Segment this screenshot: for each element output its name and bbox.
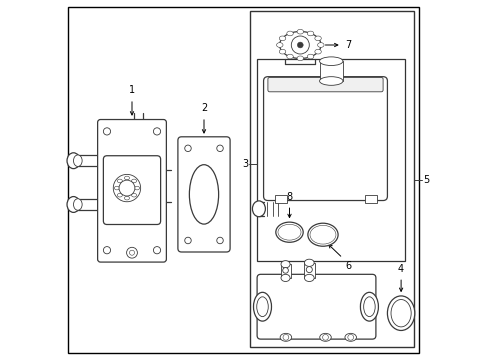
FancyBboxPatch shape <box>98 120 166 262</box>
Ellipse shape <box>73 155 82 166</box>
Text: 8: 8 <box>286 192 292 202</box>
Ellipse shape <box>286 54 293 59</box>
Ellipse shape <box>304 259 313 266</box>
Ellipse shape <box>134 186 139 190</box>
Ellipse shape <box>277 224 301 240</box>
Ellipse shape <box>319 77 342 85</box>
Circle shape <box>153 128 160 135</box>
FancyBboxPatch shape <box>103 156 160 225</box>
Ellipse shape <box>279 36 285 41</box>
Ellipse shape <box>319 333 330 341</box>
Text: 5: 5 <box>422 175 428 185</box>
Circle shape <box>126 247 137 258</box>
Circle shape <box>322 334 328 340</box>
Ellipse shape <box>73 199 82 210</box>
Ellipse shape <box>286 31 293 36</box>
Text: 7: 7 <box>345 40 351 50</box>
Ellipse shape <box>363 297 374 317</box>
Circle shape <box>184 145 191 152</box>
Ellipse shape <box>312 228 332 242</box>
Ellipse shape <box>296 56 303 60</box>
Text: 3: 3 <box>242 159 247 169</box>
Ellipse shape <box>281 274 289 282</box>
Ellipse shape <box>306 31 313 36</box>
Ellipse shape <box>304 274 313 282</box>
FancyBboxPatch shape <box>257 274 375 339</box>
Ellipse shape <box>306 54 313 59</box>
Bar <box>257 59 404 261</box>
Bar <box>275 195 286 203</box>
Circle shape <box>103 128 110 135</box>
Circle shape <box>297 42 303 48</box>
Ellipse shape <box>117 193 122 197</box>
Ellipse shape <box>131 179 136 183</box>
Ellipse shape <box>256 297 268 317</box>
Ellipse shape <box>280 226 298 239</box>
Bar <box>249 11 413 347</box>
Ellipse shape <box>189 165 218 224</box>
Bar <box>365 195 376 203</box>
Ellipse shape <box>279 31 320 58</box>
FancyBboxPatch shape <box>178 137 230 252</box>
Bar <box>303 263 314 278</box>
Ellipse shape <box>67 197 80 212</box>
Text: 2: 2 <box>201 103 207 113</box>
FancyBboxPatch shape <box>267 77 382 92</box>
Circle shape <box>184 237 191 244</box>
Bar <box>319 61 342 81</box>
Circle shape <box>291 36 309 54</box>
Text: 1: 1 <box>129 85 135 95</box>
Ellipse shape <box>314 49 321 54</box>
Ellipse shape <box>67 153 80 168</box>
Circle shape <box>113 174 141 202</box>
Ellipse shape <box>281 261 289 268</box>
Circle shape <box>129 250 134 255</box>
Ellipse shape <box>360 292 378 321</box>
FancyBboxPatch shape <box>263 77 386 201</box>
Circle shape <box>216 237 223 244</box>
Ellipse shape <box>276 43 283 47</box>
Ellipse shape <box>124 196 129 200</box>
Ellipse shape <box>307 223 337 246</box>
Circle shape <box>103 247 110 254</box>
Ellipse shape <box>124 176 129 180</box>
Text: 4: 4 <box>397 264 404 274</box>
Ellipse shape <box>275 222 303 242</box>
Ellipse shape <box>114 186 119 190</box>
Ellipse shape <box>253 292 271 321</box>
Circle shape <box>153 247 160 254</box>
Ellipse shape <box>314 36 321 41</box>
Ellipse shape <box>317 43 324 47</box>
Ellipse shape <box>117 179 122 183</box>
Bar <box>280 264 290 278</box>
Circle shape <box>305 266 312 273</box>
Ellipse shape <box>344 333 356 341</box>
Ellipse shape <box>296 30 303 34</box>
Ellipse shape <box>390 300 410 327</box>
Circle shape <box>282 267 288 273</box>
Ellipse shape <box>280 333 291 341</box>
Circle shape <box>119 180 135 196</box>
Circle shape <box>216 145 223 152</box>
Circle shape <box>347 334 353 340</box>
Ellipse shape <box>252 201 265 217</box>
Circle shape <box>283 334 288 340</box>
Ellipse shape <box>386 296 414 330</box>
Ellipse shape <box>309 225 335 244</box>
Ellipse shape <box>319 57 342 66</box>
Text: 6: 6 <box>345 261 351 271</box>
Ellipse shape <box>131 193 136 197</box>
Ellipse shape <box>279 49 285 54</box>
